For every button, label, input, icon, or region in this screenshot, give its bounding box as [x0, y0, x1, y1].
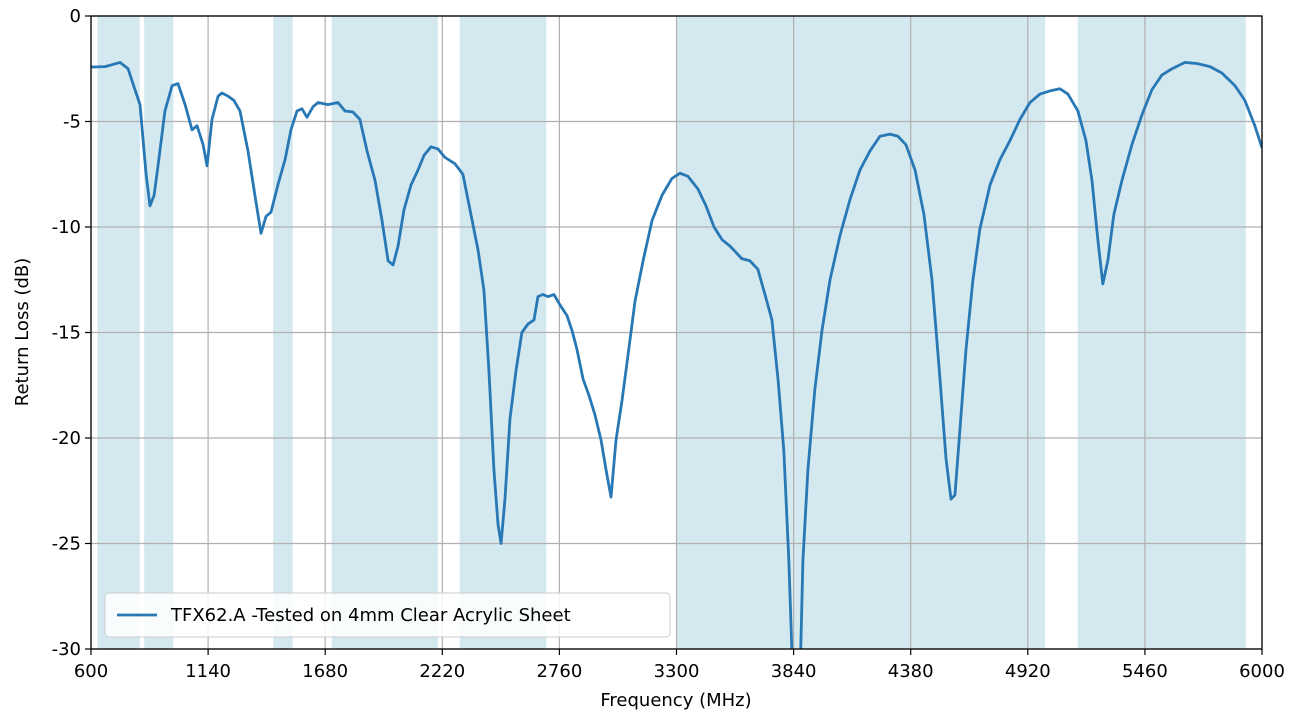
series-line — [91, 61, 1262, 649]
x-tick-label: 1140 — [185, 661, 231, 682]
x-tick-label: 4380 — [888, 661, 934, 682]
legend-label: TFX62.A -Tested on 4mm Clear Acrylic She… — [170, 605, 571, 626]
y-tick-label: -25 — [52, 534, 81, 555]
y-tick-label: -20 — [52, 428, 81, 449]
y-tick-label: -5 — [63, 112, 81, 133]
plot-lines — [91, 61, 1262, 649]
y-tick-label: -30 — [52, 639, 81, 660]
x-tick-label: 2760 — [536, 661, 582, 682]
legend: TFX62.A -Tested on 4mm Clear Acrylic She… — [104, 592, 671, 638]
x-tick-label: 2220 — [419, 661, 465, 682]
x-tick-label: 4920 — [1005, 661, 1051, 682]
ticks: 600 1140 1680 2220 2760 3300 3840 4380 4920 5460 6… — [52, 6, 1285, 682]
legend-box — [104, 592, 671, 638]
x-tick-label: 5460 — [1122, 661, 1168, 682]
y-tick-label: -15 — [52, 323, 81, 344]
x-tick-label: 3300 — [654, 661, 700, 682]
y-tick-label: 0 — [70, 6, 81, 27]
x-tick-label: 1680 — [302, 661, 348, 682]
x-axis-label: Frequency (MHz) — [600, 690, 751, 711]
y-axis-label: Return Loss (dB) — [12, 258, 33, 406]
y-tick-label: -10 — [52, 217, 81, 238]
x-tick-label: 600 — [74, 661, 108, 682]
x-tick-label: 3840 — [771, 661, 817, 682]
x-tick-label: 6000 — [1239, 661, 1285, 682]
